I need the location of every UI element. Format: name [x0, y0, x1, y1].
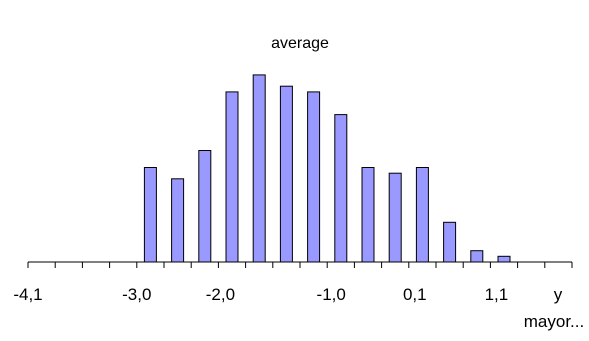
x-tick-label: y	[554, 285, 563, 304]
histogram-chart: average -4,1 -3,0 -2,0 -1,0 0,1 1,1 y mayor...	[13, 35, 584, 331]
x-tick-label: -2,0	[206, 285, 235, 304]
histogram-bar	[470, 250, 484, 263]
histogram-bar	[334, 114, 348, 263]
histogram-bar	[279, 85, 293, 263]
histogram-bar	[388, 172, 402, 263]
x-tick-label: -4,1	[13, 285, 42, 304]
x-axis-tick-labels: -4,1 -3,0 -2,0 -1,0 0,1 1,1 y mayor...	[13, 285, 584, 331]
histogram-bar	[307, 91, 321, 263]
chart-title: average	[271, 35, 329, 52]
histogram-bar	[198, 150, 212, 263]
x-tick-label: 1,1	[485, 285, 509, 304]
x-tick-label: -3,0	[122, 285, 151, 304]
histogram-bar	[443, 221, 457, 263]
x-tick-label: -1,0	[317, 285, 346, 304]
x-tick-label: mayor...	[524, 312, 584, 331]
bars-group	[143, 74, 511, 263]
x-axis-ticks	[27, 262, 573, 268]
histogram-bar	[252, 74, 266, 263]
histogram-bar	[497, 255, 511, 263]
histogram-bar	[171, 178, 185, 263]
histogram-bar	[415, 167, 429, 263]
histogram-bar	[225, 91, 239, 263]
histogram-bar	[143, 167, 157, 263]
chart-frame: average -4,1 -3,0 -2,0 -1,0 0,1 1,1 y mayor...	[10, 8, 586, 337]
histogram-bar	[361, 167, 375, 263]
x-tick-label: 0,1	[403, 285, 427, 304]
